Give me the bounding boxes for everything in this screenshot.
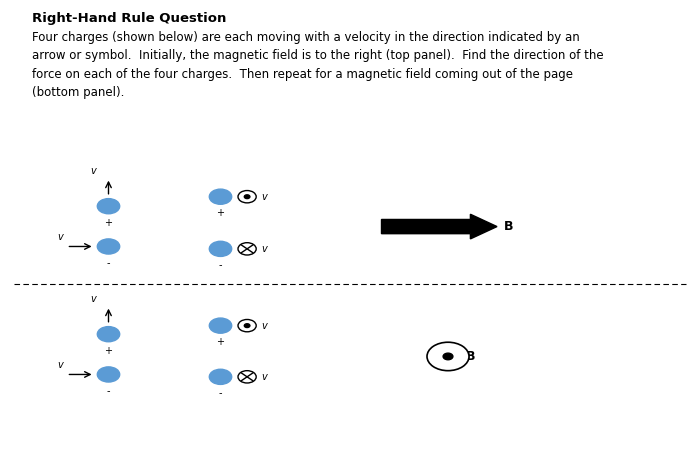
Circle shape: [238, 319, 256, 332]
Text: +: +: [216, 337, 225, 347]
Circle shape: [238, 243, 256, 255]
Text: +: +: [104, 346, 113, 356]
Text: -: -: [106, 386, 111, 396]
Text: -: -: [218, 260, 223, 270]
Circle shape: [244, 324, 250, 328]
Circle shape: [97, 327, 120, 342]
Circle shape: [443, 353, 453, 360]
Text: +: +: [216, 208, 225, 218]
Circle shape: [238, 371, 256, 383]
Circle shape: [209, 318, 232, 333]
Text: B: B: [466, 350, 475, 363]
Text: v: v: [90, 294, 96, 304]
Circle shape: [238, 191, 256, 203]
Text: v: v: [261, 320, 267, 331]
Text: v: v: [57, 360, 63, 370]
Text: B: B: [504, 220, 514, 233]
FancyArrow shape: [382, 214, 497, 239]
Text: Right-Hand Rule Question: Right-Hand Rule Question: [32, 12, 226, 25]
Text: +: +: [104, 218, 113, 228]
Text: v: v: [57, 232, 63, 242]
Text: v: v: [261, 372, 267, 382]
Text: -: -: [106, 258, 111, 268]
Circle shape: [97, 239, 120, 254]
Text: -: -: [218, 388, 223, 398]
Text: v: v: [90, 166, 96, 176]
Text: v: v: [261, 244, 267, 254]
Circle shape: [97, 367, 120, 382]
Circle shape: [209, 369, 232, 384]
Circle shape: [427, 342, 469, 371]
Circle shape: [244, 195, 250, 199]
Circle shape: [97, 199, 120, 214]
Circle shape: [209, 241, 232, 256]
Text: v: v: [261, 191, 267, 202]
Circle shape: [209, 189, 232, 204]
Text: Four charges (shown below) are each moving with a velocity in the direction indi: Four charges (shown below) are each movi…: [32, 31, 603, 100]
